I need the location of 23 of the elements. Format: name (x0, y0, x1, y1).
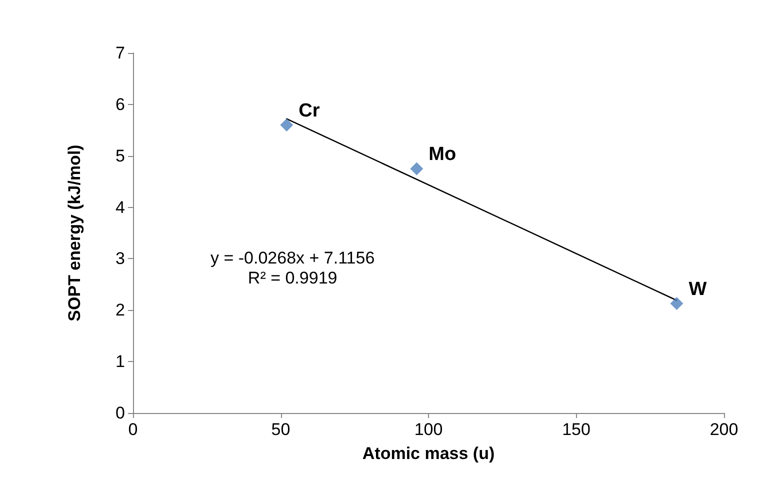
point (280, 118, 294, 132)
point (670, 296, 684, 310)
annotation: y = -0.0268x + 7.1156 (210, 248, 375, 268)
annotation: Mo (428, 144, 456, 166)
x-tick-label: 200 (710, 420, 738, 439)
y-tick-label: 5 (116, 146, 125, 166)
y-tick-label: 2 (116, 300, 125, 320)
y-tick-label: 1 (116, 352, 125, 372)
annotation: R² = 0.9919 (248, 268, 338, 288)
x-tick-label: 0 (128, 420, 138, 439)
x-tick-label: 150 (562, 420, 590, 439)
annotation: W (688, 278, 707, 300)
y-tick-label: 4 (116, 198, 125, 217)
y-tick-label: 0 (116, 404, 125, 422)
point (410, 162, 424, 176)
x-tick-label: 50 (271, 420, 290, 439)
x-tick-label: 100 (414, 420, 443, 439)
x-axis-title: Atomic mass (u) (362, 444, 495, 463)
annotation: Cr (298, 100, 320, 122)
y-tick-label: 6 (116, 94, 125, 114)
y-tick-label: 3 (116, 249, 125, 268)
y-axis-title: SOPT energy (kJ/mol) (65, 144, 84, 322)
y-tick-label: 7 (116, 44, 125, 62)
